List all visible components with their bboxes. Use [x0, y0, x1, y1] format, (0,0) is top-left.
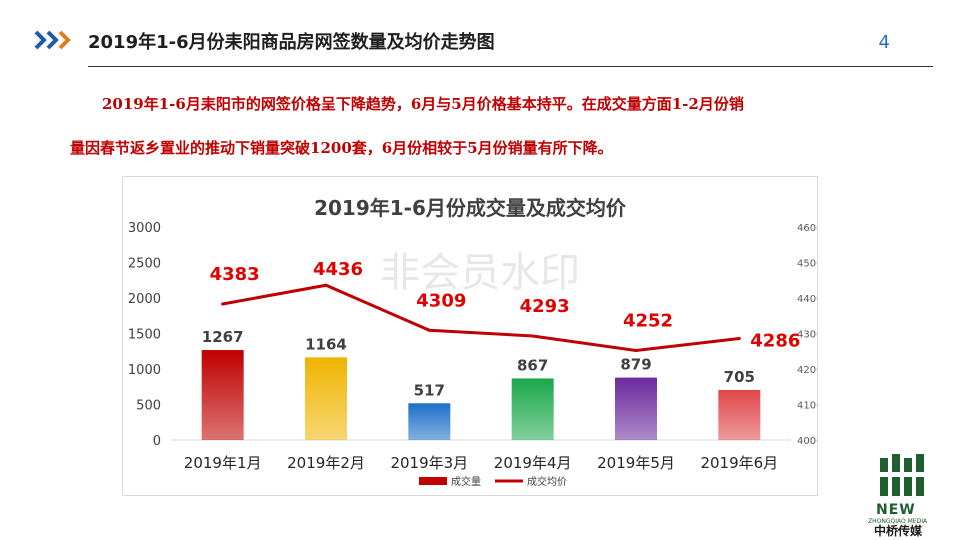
description-line-1: 2019年1-6月耒阳市的网签价格呈下降趋势，6月与5月价格基本持平。在成交量方… [102, 95, 744, 113]
price-value-label: 4383 [210, 264, 260, 285]
price-point [531, 334, 535, 338]
price-value-label: 4286 [750, 330, 800, 351]
legend-line-label: 成交均价 [527, 475, 567, 488]
y-left-tick-label: 1500 [128, 328, 161, 343]
bar-value-label: 867 [517, 356, 548, 374]
y-left-tick-label: 3000 [128, 221, 161, 236]
y-left-tick-label: 500 [136, 399, 161, 414]
y-left-tick-label: 2000 [128, 292, 161, 307]
price-value-label: 4436 [313, 259, 363, 280]
bar [511, 378, 554, 440]
logo-new-text: NEW [876, 502, 916, 518]
price-line [222, 283, 740, 353]
bar [305, 357, 347, 440]
bar-value-label: 879 [620, 356, 651, 374]
bar [718, 389, 761, 440]
y-right-tick-label: 4000 [797, 436, 817, 447]
x-tick-label: 2019年1月 [184, 454, 262, 472]
logo-sub-text: ZHONGQIAO MEDIA [868, 518, 928, 525]
watermark-text: 非会员水印 [380, 250, 580, 296]
price-point [737, 336, 741, 340]
x-tick-label: 2019年2月 [287, 454, 365, 472]
divider [88, 66, 933, 67]
page-number: 4 [878, 32, 890, 53]
price-point [427, 328, 431, 332]
legend-bar-label: 成交量 [451, 475, 481, 488]
x-tick-label: 2019年4月 [494, 454, 572, 472]
bar-value-label: 1164 [305, 335, 347, 353]
y-right-tick-label: 4600 [797, 223, 817, 234]
price-point [324, 283, 328, 287]
description: 2019年1-6月耒阳市的网签价格呈下降趋势，6月与5月价格基本持平。在成交量方… [70, 82, 910, 170]
price-value-label: 4309 [416, 290, 466, 311]
y-right-tick-label: 4300 [797, 330, 817, 341]
bar [615, 377, 657, 440]
chevrons-icon [34, 30, 71, 50]
y-right-tick-label: 4500 [797, 259, 817, 270]
price-value-label: 4252 [623, 311, 673, 332]
logo-cn-text: 中桥传媒 [874, 524, 923, 538]
y-right-tick-label: 4200 [797, 365, 817, 376]
bar-value-label: 705 [724, 368, 755, 386]
y-right-tick-label: 4400 [797, 294, 817, 305]
y-left-tick-label: 1000 [128, 363, 161, 378]
x-tick-label: 2019年5月 [597, 454, 675, 472]
x-tick-label: 2019年6月 [700, 454, 778, 472]
y-right-tick-label: 4100 [797, 401, 817, 412]
zhongqiao-logo-icon [880, 454, 924, 496]
bar [201, 350, 244, 440]
description-line-2: 量因春节返乡置业的推动下销量突破1200套，6月份相较于5月份销量有所下降。 [70, 139, 613, 157]
legend-bar-swatch [419, 477, 447, 485]
x-tick-label: 2019年3月 [390, 454, 468, 472]
header: 2019年1-6月份耒阳商品房网签数量及均价走势图 4 [0, 0, 960, 70]
bar-value-label: 1267 [202, 328, 244, 346]
page-title: 2019年1-6月份耒阳商品房网签数量及均价走势图 [88, 32, 495, 53]
chart-container: 2019年1-6月份成交量及成交均价 0 500 1000 1500 2000 2500 30… [122, 176, 818, 496]
bar [408, 403, 451, 440]
chart-title: 2019年1-6月份成交量及成交均价 [314, 196, 627, 220]
price-point [221, 302, 225, 306]
price-point [634, 349, 638, 353]
y-left-tick-label: 0 [153, 434, 161, 449]
chart-svg: 2019年1-6月份成交量及成交均价 0 500 1000 1500 2000 2500 30… [128, 196, 817, 488]
y-left-tick-label: 2500 [128, 257, 161, 272]
bar-value-label: 517 [414, 381, 445, 399]
price-value-label: 4293 [520, 296, 570, 317]
